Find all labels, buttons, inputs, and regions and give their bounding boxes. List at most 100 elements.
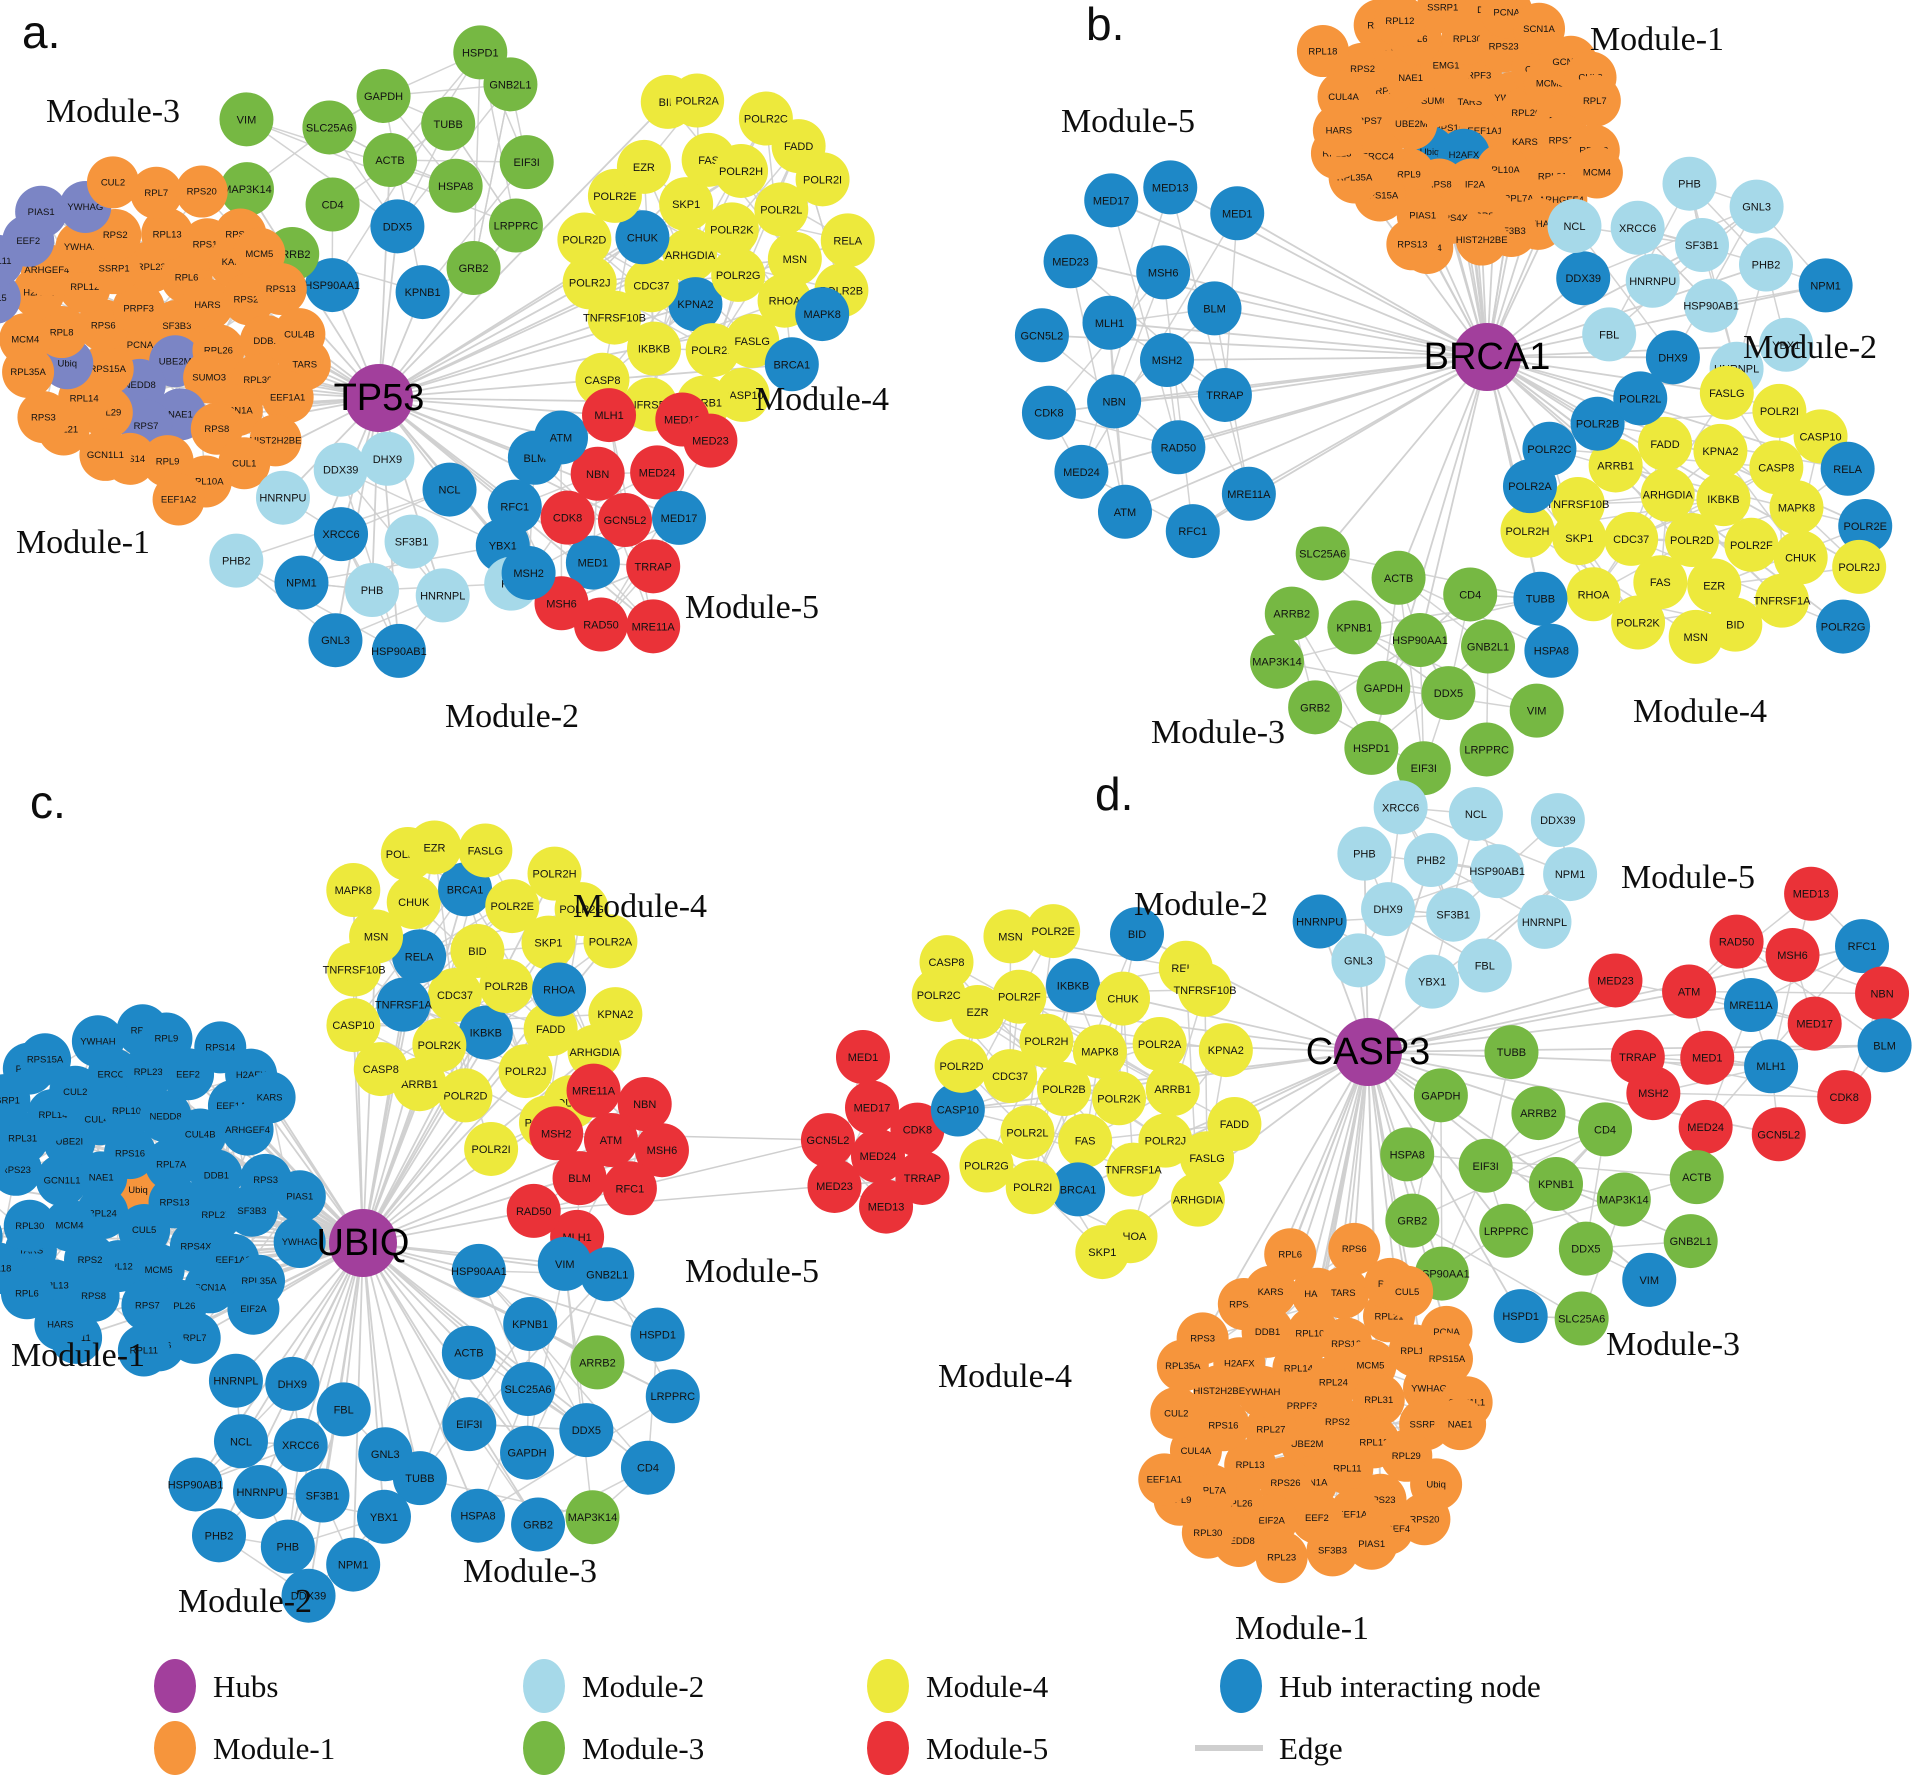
gene-node (501, 545, 556, 600)
gene-node-label: LRPPRC (1484, 1226, 1529, 1238)
gene-node-label: MED13 (868, 1202, 905, 1214)
hub-node (1453, 323, 1521, 391)
gene-node-label: RPL9 (156, 456, 180, 467)
gene-node-label: POLR2B (1576, 419, 1619, 431)
gene-node-label: RPL24 (88, 1208, 117, 1219)
gene-node (1337, 826, 1392, 881)
gene-node-label: RPL31 (8, 1133, 37, 1144)
gene-node-label: YWHAG (282, 1237, 318, 1248)
gene-node (219, 92, 274, 147)
gene-node (442, 1397, 497, 1452)
gene-node-label: RPS23 (234, 294, 264, 305)
edge (1400, 806, 1571, 875)
legend-swatch-module-3 (523, 1721, 565, 1775)
gene-node (1547, 199, 1602, 254)
gene-node (1769, 480, 1824, 535)
gene-node (1588, 953, 1643, 1008)
gene-node-label: NBN (1103, 396, 1126, 408)
legend-swatch-module-2 (523, 1659, 565, 1713)
gene-node-label: CD4 (322, 200, 344, 212)
gene-node-label: SF3B1 (1436, 910, 1470, 922)
gene-node (1327, 600, 1382, 655)
edge (596, 473, 654, 627)
legend-label: Edge (1279, 1731, 1343, 1766)
gene-node-label: RPL29 (92, 408, 121, 419)
gene-node (386, 875, 441, 930)
gene-node-label: ARRB2 (1273, 609, 1310, 621)
gene-node-label: RAD50 (1719, 937, 1754, 949)
gene-node-label: TARS (292, 359, 317, 370)
gene-node-label: RPL30 (1193, 1528, 1222, 1539)
gene-node (1610, 1029, 1665, 1084)
gene-node-label: RPL12 (104, 1261, 133, 1272)
gene-node-label: HSP90AA1 (451, 1266, 507, 1278)
gene-node-label: HIST2H2BE (250, 436, 302, 447)
gene-node (1132, 1016, 1187, 1071)
gene-node (1693, 423, 1748, 478)
gene-node (1749, 440, 1804, 495)
gene-node (800, 1113, 855, 1168)
hub-label: BRCA1 (1424, 336, 1551, 378)
gene-node-label: POLR2E (491, 901, 534, 913)
gene-node-label: SKP1 (534, 938, 562, 950)
gene-node (1143, 160, 1198, 215)
gene-node-label: MED1 (1692, 1053, 1723, 1065)
gene-node-label: DHX9 (373, 454, 402, 466)
gene-node (934, 1038, 989, 1093)
gene-node-label: RPL23 (134, 1067, 163, 1078)
gene-node (1264, 586, 1319, 641)
legend-label: Module-1 (213, 1731, 335, 1766)
edge (1162, 272, 1194, 532)
gene-node-label: RPS14 (205, 1043, 235, 1054)
gene-node (1638, 416, 1693, 471)
gene-node-label: TNFRSF10B (1546, 499, 1609, 511)
gene-node-label: SCN1A (194, 1282, 226, 1293)
gene-node-label: BRCA1 (447, 884, 484, 896)
gene-node (1817, 1070, 1872, 1125)
gene-node (428, 968, 482, 1022)
gene-node-label: RPL12 (70, 282, 99, 293)
gene-node (754, 182, 809, 237)
hub-edge (362, 1242, 658, 1336)
gene-node-label: RPL23 (137, 262, 166, 273)
gene-node-label: RPS8 (204, 424, 229, 435)
panel-letter: d. (1095, 768, 1133, 820)
gene-node (1306, 1524, 1359, 1577)
gene-node-label: RPS13 (159, 1198, 189, 1209)
gene-node (479, 959, 534, 1014)
gene-node-label: HIST2H2BE (1456, 235, 1508, 246)
gene-node-label: RPL9 (155, 1034, 179, 1045)
gene-node-label: YWHAG (67, 202, 103, 213)
edge (1322, 552, 1541, 600)
gene-node-label: DHX9 (1658, 352, 1687, 364)
edge (526, 1274, 608, 1453)
gene-node-label: CASP10 (721, 390, 763, 402)
gene-node (992, 969, 1047, 1024)
gene-node-label: MLH1 (1756, 1061, 1785, 1073)
gene-node (1082, 295, 1137, 350)
gene-node-label: MCM5 (145, 1265, 173, 1276)
gene-node-label: EZR (423, 842, 445, 854)
hub-edge (362, 1242, 539, 1526)
gene-node-label: HSP90AA1 (304, 280, 360, 292)
gene-node (583, 914, 638, 969)
gene-node-label: YWHAH (80, 1036, 116, 1047)
gene-node-label: SCN1A (1296, 1477, 1328, 1488)
hub-edge (1322, 356, 1488, 555)
gene-node-label: PHB2 (205, 1530, 234, 1542)
gene-node (552, 1151, 607, 1206)
gene-node (485, 879, 540, 934)
gene-node (1136, 245, 1191, 300)
gene-node (358, 1427, 413, 1482)
gene-node-label: MED24 (1063, 467, 1100, 479)
edge (600, 440, 712, 625)
gene-node (626, 539, 681, 594)
gene-node-label: EZR (1703, 581, 1725, 593)
gene-node-label: EIF2A (240, 1304, 267, 1315)
gene-node-label: TUBB (405, 1473, 434, 1485)
gene-node (446, 241, 501, 296)
gene-node (213, 1414, 268, 1469)
gene-node (265, 1356, 320, 1411)
gene-node-label: MED17 (1796, 1019, 1833, 1031)
gene-node-label: POLR2L (1006, 1127, 1048, 1139)
